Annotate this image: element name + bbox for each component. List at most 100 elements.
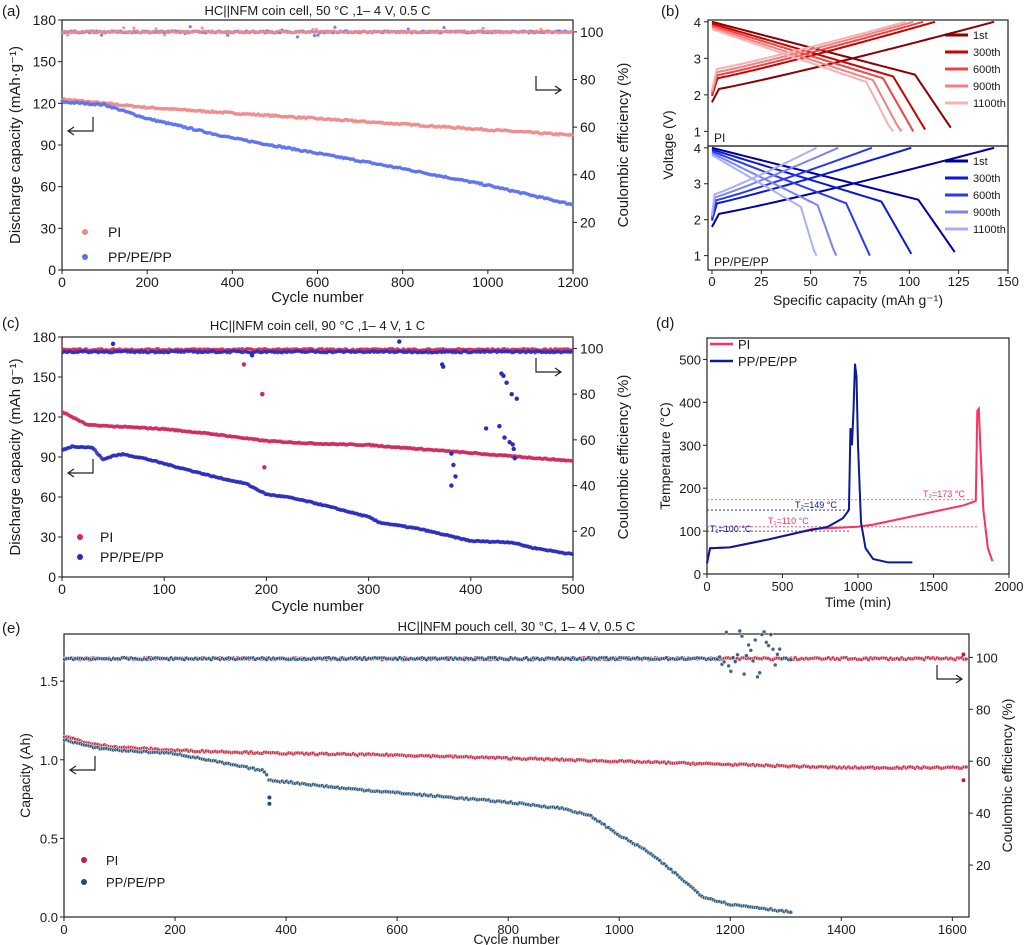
y-tick-label: 0 <box>48 262 56 278</box>
discharge-curve <box>711 20 952 129</box>
annotation-t2-pp: T₂=149 °C <box>795 500 837 510</box>
y2-axis-label: Coulombic efficiency (%) <box>615 375 632 540</box>
y-axis-label: Capacity (Ah) <box>17 733 33 818</box>
legend-label-pp: PP/PE/PP <box>738 354 797 369</box>
right-axis-arrow-icon <box>936 665 964 684</box>
panel-c: (c) HC||NFM coin cell, 90 °C ,1– 4 V, 1 C… <box>2 315 632 615</box>
discharge-curve <box>711 154 818 257</box>
pp-ce-point <box>570 349 574 353</box>
y2-tick-label: 20 <box>580 523 596 539</box>
x-axis-label: Time (min) <box>825 594 891 610</box>
pi-ce-point <box>132 26 136 30</box>
y-tick-label: 3 <box>694 51 701 66</box>
pp-ce-outlier-point <box>249 353 255 358</box>
chart-title: HC||NFM coin cell, 90 °C ,1– 4 V, 1 C <box>210 318 425 333</box>
pp-ce-point <box>730 655 736 660</box>
pi-ce-point <box>309 30 313 34</box>
pp-ce-point <box>735 652 740 658</box>
y2-tick-label: 40 <box>580 478 596 494</box>
pp-ce-point <box>733 659 738 664</box>
panel-b: (b) Voltage (V) Specific capacity (mAh g⁻¹… <box>660 3 1019 308</box>
legend-label: 1100th <box>973 98 1006 110</box>
legend-label-pi: PI <box>108 224 121 240</box>
y-tick-label: 400 <box>679 395 701 410</box>
pi-ce-point <box>64 29 68 34</box>
pp-ce-point <box>226 33 230 37</box>
plot-frame <box>63 633 970 918</box>
charge-curve <box>710 20 936 97</box>
y-axis-label: Temperature (°C) <box>657 402 673 510</box>
y-tick-label: 1.5 <box>40 674 58 689</box>
x-tick-label: 1200 <box>716 922 745 937</box>
pp-capacity-point <box>264 772 269 778</box>
x-tick-label: 150 <box>997 274 1019 289</box>
x-axis-label: Cycle number <box>271 598 364 615</box>
pi-ce-point <box>314 27 318 31</box>
panel-label-b: (b) <box>661 3 679 20</box>
y-tick-label: 2 <box>694 213 701 228</box>
y2-tick-label: 20 <box>580 214 596 230</box>
pp-ce-point <box>748 648 754 653</box>
pi-ce-point <box>200 26 204 30</box>
panel-label-c: (c) <box>2 315 20 332</box>
x-tick-label: 200 <box>164 922 186 937</box>
y-tick-label: 0 <box>694 567 701 582</box>
pp-ce-point <box>333 25 337 29</box>
pp-ce-point <box>770 647 776 652</box>
y2-tick-label: 80 <box>580 72 596 88</box>
y-tick-label: 500 <box>679 352 701 367</box>
y2-tick-label: 40 <box>976 806 990 821</box>
legend-label: 900th <box>973 81 1001 93</box>
legend-label-pi: PI <box>738 337 750 352</box>
pi-ce-point <box>570 29 574 34</box>
pi-capacity-point <box>569 133 574 137</box>
y2-tick-label: 100 <box>580 340 604 356</box>
pp-ce-outlier-point <box>511 446 516 452</box>
pi-outlier-point <box>961 778 966 783</box>
pi-ce-point <box>161 29 165 33</box>
pp-ce-point <box>768 632 774 637</box>
pp-ce-outlier-point <box>502 435 507 440</box>
x-tick-label: 1600 <box>938 922 967 937</box>
discharge-curve <box>711 24 915 132</box>
y-tick-label: 150 <box>33 369 57 385</box>
pp-ce-point <box>188 25 192 29</box>
y-tick-label: 30 <box>40 220 56 236</box>
pp-ce-outlier-point <box>397 339 402 344</box>
y-tick-label: 150 <box>33 54 57 70</box>
y-tick-label: 4 <box>694 15 701 30</box>
pp-ce-outlier-point <box>441 364 446 369</box>
y-tick-label: 0.0 <box>40 910 58 925</box>
x-tick-label: 400 <box>221 274 245 290</box>
x-tick-label: 0 <box>58 274 66 290</box>
pp-ce-point <box>721 659 727 665</box>
x-tick-label: 0 <box>58 581 66 597</box>
y-tick-label: 2 <box>694 88 701 103</box>
y2-tick-label: 60 <box>580 432 596 448</box>
pp-ce-point <box>728 669 734 674</box>
x-tick-label: 400 <box>459 581 483 597</box>
legend-label: 1st <box>973 30 988 42</box>
left-axis-arrow-icon <box>68 756 96 775</box>
x-tick-label: 500 <box>561 581 585 597</box>
chart-title: HC||NFM coin cell, 50 °C ,1– 4 V, 0.5 C <box>204 3 430 18</box>
x-tick-label: 600 <box>386 922 408 937</box>
x-axis-label: Cycle number <box>271 289 364 306</box>
y2-tick-label: 100 <box>976 650 998 665</box>
legend-label: 600th <box>973 190 1001 202</box>
pp-ce-outlier-point <box>449 451 454 456</box>
pi-ce-outlier-point <box>262 465 267 470</box>
legend-label: 1st <box>973 156 988 168</box>
y-tick-label: 120 <box>33 409 57 425</box>
x-tick-label: 600 <box>306 274 330 290</box>
y-tick-label: 0.5 <box>40 831 58 846</box>
y-axis-label: Discharge capacity (mAh g⁻¹) <box>7 358 24 555</box>
pi-ce-point <box>963 656 969 662</box>
legend-marker-pi <box>81 857 87 863</box>
pp-ce-outlier-point <box>501 373 506 379</box>
subplot-label: PI <box>714 131 725 145</box>
x-tick-label: 0 <box>703 579 710 594</box>
y-tick-label: 4 <box>694 141 701 156</box>
pi-ce-point <box>120 30 124 34</box>
legend-marker-pi <box>77 534 83 540</box>
